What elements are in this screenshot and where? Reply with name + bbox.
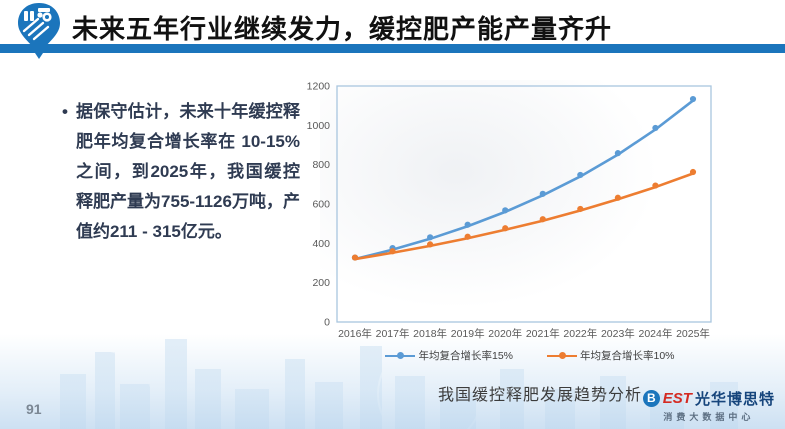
bullet-block: • 据保守估计，未来十年缓控释肥年均复合增长率在 10-15% 之间，到2025… — [62, 97, 300, 247]
footer-logo-b-icon: B — [642, 390, 660, 407]
legend-item-10pct: 年均复合增长率10% — [547, 348, 675, 363]
legend-item-15pct: 年均复合增长率15% — [385, 348, 513, 363]
svg-text:600: 600 — [312, 199, 330, 211]
chart-caption: 我国缓控释肥发展趋势分析 — [437, 387, 642, 404]
svg-text:2017年: 2017年 — [376, 327, 410, 340]
svg-text:800: 800 — [312, 159, 330, 171]
svg-text:1000: 1000 — [307, 120, 331, 132]
svg-text:2016年: 2016年 — [338, 327, 372, 340]
header-accent-bar — [0, 44, 785, 53]
trend-chart: 0 200 400 600 800 1000 1200 2016年 2017年 2018年 2019… — [307, 81, 712, 340]
footer-logo-name: 光华博思特 — [694, 391, 775, 408]
svg-text:2024年: 2024年 — [639, 327, 673, 340]
page-title: 未来五年行业继续发力，缓控肥产能产量齐升 — [72, 14, 613, 44]
svg-text:200: 200 — [312, 277, 330, 289]
svg-text:2021年: 2021年 — [526, 327, 560, 340]
legend-key-15pct — [385, 351, 416, 360]
svg-text:2020年: 2020年 — [488, 327, 522, 340]
legend-label-10pct: 年均复合增长率10% — [580, 350, 675, 362]
svg-text:0: 0 — [324, 317, 330, 329]
farm-pin-logo — [18, 3, 60, 59]
svg-text:1200: 1200 — [307, 81, 331, 93]
footer-logo-subtitle: 消费大数据中心 — [663, 412, 755, 422]
bullet-text: 据保守估计，未来十年缓控释肥年均复合增长率在 10-15% 之间，到2025年，… — [75, 102, 300, 241]
svg-text:2022年: 2022年 — [563, 327, 597, 340]
svg-text:2019年: 2019年 — [451, 327, 485, 340]
page-number: 91 — [26, 401, 42, 417]
bullet-marker: • — [62, 102, 68, 121]
legend-key-10pct — [547, 351, 577, 360]
svg-text:2025年: 2025年 — [676, 327, 710, 340]
footer-logo: B EST 光华博思特 消费大数据中心 — [642, 388, 775, 423]
chart-legend: 年均复合增长率15% 年均复合增长率10% — [330, 348, 730, 363]
svg-text:2018年: 2018年 — [413, 327, 447, 340]
legend-label-15pct: 年均复合增长率15% — [418, 350, 513, 362]
svg-text:400: 400 — [312, 238, 330, 250]
svg-text:2023年: 2023年 — [601, 327, 635, 340]
chart-area: 0 200 400 600 800 1000 1200 2016年 2017年 2018年 2019… — [298, 68, 730, 360]
footer-logo-est: EST — [662, 390, 692, 407]
